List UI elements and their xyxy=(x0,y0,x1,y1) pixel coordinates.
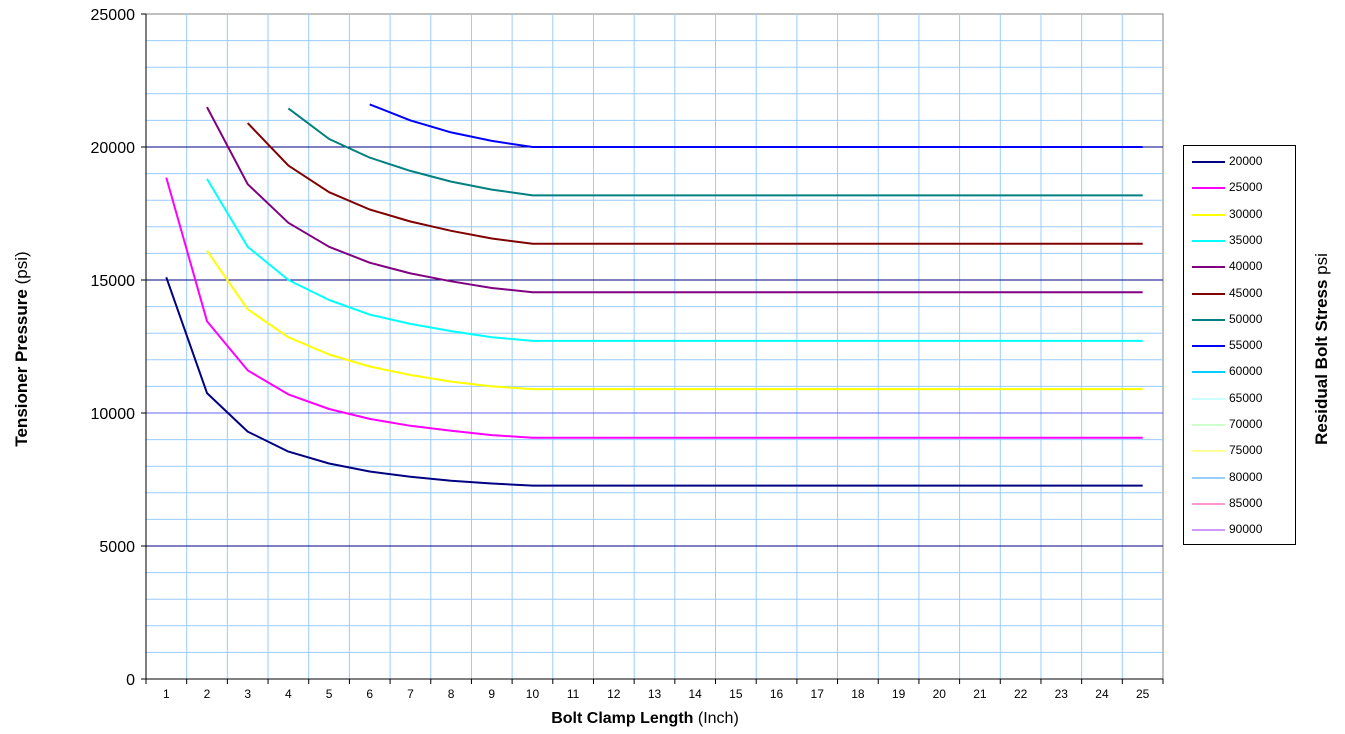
x-tick-labels: 1 2 3 4 5 6 7 8 9 10 11 12 13 14 15 16 17 18 19 20 21 22 23 24 2… xyxy=(163,687,1150,701)
legend-item-70000: 70000 xyxy=(1184,413,1297,437)
x-tick-label: 14 xyxy=(689,687,703,701)
legend-label: 20000 xyxy=(1229,154,1263,168)
grid-lines xyxy=(146,14,1163,679)
legend-item-30000: 30000 xyxy=(1184,203,1297,227)
legend-swatch xyxy=(1192,476,1225,479)
legend-item-20000: 20000 xyxy=(1184,150,1297,174)
x-tick-label: 13 xyxy=(648,687,662,701)
legend-label: 45000 xyxy=(1229,285,1263,300)
legend-label: 80000 xyxy=(1229,469,1263,484)
x-tick-label: 20 xyxy=(933,687,947,701)
legend-item-50000: 50000 xyxy=(1184,308,1297,332)
series-line-20000 xyxy=(165,276,1143,487)
x-tick-label: 6 xyxy=(366,687,373,701)
legend-label: 55000 xyxy=(1229,338,1263,353)
legend-label: 25000 xyxy=(1229,180,1263,195)
legend-item-75000: 75000 xyxy=(1184,439,1297,463)
legend-swatch xyxy=(1192,371,1225,374)
y-tick-label: 0 xyxy=(126,672,135,689)
legend-item-60000: 60000 xyxy=(1184,360,1297,384)
y-tick-label: 25000 xyxy=(91,7,136,24)
y-tick-label: 15000 xyxy=(91,273,136,290)
legend-swatch xyxy=(1192,450,1225,453)
legend: 20000 25000 30000 35000 40000 45000 50000 55000… xyxy=(1183,145,1296,545)
series-line-25000 xyxy=(165,177,1143,439)
x-tick-label: 16 xyxy=(770,687,784,701)
y-tick-label: 5000 xyxy=(99,539,135,556)
legend-swatch xyxy=(1192,424,1225,426)
series-line-50000 xyxy=(287,107,1143,197)
x-tick-label: 7 xyxy=(407,687,414,701)
legend-swatch xyxy=(1192,161,1225,163)
y-tick-label: 10000 xyxy=(91,406,136,423)
x-tick-label: 19 xyxy=(892,687,906,701)
legend-item-40000: 40000 xyxy=(1184,255,1297,279)
legend-swatch xyxy=(1192,397,1225,400)
legend-label: 75000 xyxy=(1229,443,1263,458)
legend-item-45000: 45000 xyxy=(1184,282,1297,306)
legend-swatch xyxy=(1192,239,1225,242)
legend-label: 90000 xyxy=(1229,522,1263,537)
plot-area xyxy=(145,13,1164,680)
x-tick-label: 12 xyxy=(607,687,621,701)
legend-label: 70000 xyxy=(1229,417,1263,431)
legend-item-35000: 35000 xyxy=(1184,229,1297,253)
x-tick-label: 22 xyxy=(1014,687,1028,701)
x-tick-label: 1 xyxy=(163,687,170,701)
legend-label: 30000 xyxy=(1229,206,1263,221)
legend-swatch xyxy=(1192,266,1225,269)
legend-label: 50000 xyxy=(1229,311,1263,326)
legend-label: 85000 xyxy=(1229,495,1263,510)
legend-swatch xyxy=(1192,502,1225,505)
x-tick-label: 11 xyxy=(567,687,580,701)
legend-item-65000: 65000 xyxy=(1184,387,1297,411)
legend-swatch xyxy=(1192,187,1225,190)
x-tick-label: 9 xyxy=(488,687,495,701)
y-tick-label: 20000 xyxy=(91,140,136,157)
x-tick-label: 3 xyxy=(244,687,251,701)
legend-swatch xyxy=(1192,292,1225,295)
legend-label: 40000 xyxy=(1229,259,1263,274)
series-line-35000 xyxy=(206,178,1143,342)
legend-swatch xyxy=(1192,318,1225,321)
legend-swatch xyxy=(1192,529,1225,532)
legend-item-85000: 85000 xyxy=(1184,492,1297,516)
legend-label: 65000 xyxy=(1229,390,1263,405)
legend-item-80000: 80000 xyxy=(1184,466,1297,490)
legend-swatch xyxy=(1192,345,1225,348)
legend-item-25000: 25000 xyxy=(1184,176,1297,200)
y-tick-labels: 0 5000 10000 15000 20000 25000 xyxy=(91,7,136,689)
series-line-45000 xyxy=(246,122,1143,245)
x-tick-label: 23 xyxy=(1055,687,1069,701)
legend-item-55000: 55000 xyxy=(1184,334,1297,358)
x-tick-label: 15 xyxy=(729,687,743,701)
x-tick-label: 21 xyxy=(973,687,987,701)
x-tick-label: 2 xyxy=(204,687,211,701)
x-tick-label: 25 xyxy=(1136,687,1150,701)
x-tick-label: 24 xyxy=(1095,687,1109,701)
x-tick-label: 17 xyxy=(811,687,825,701)
series-line-30000 xyxy=(206,250,1143,391)
legend-label: 35000 xyxy=(1229,232,1263,247)
legend-label: 60000 xyxy=(1229,364,1263,379)
axes xyxy=(141,13,1164,684)
series-line-40000 xyxy=(206,106,1143,294)
x-tick-label: 10 xyxy=(526,687,540,701)
series-lines xyxy=(165,103,1143,487)
x-tick-label: 8 xyxy=(448,687,455,701)
series-line-55000 xyxy=(369,103,1143,148)
legend-swatch xyxy=(1192,213,1225,216)
x-tick-label: 4 xyxy=(285,687,292,701)
x-tick-label: 5 xyxy=(326,687,333,701)
x-tick-label: 18 xyxy=(851,687,865,701)
legend-item-90000: 90000 xyxy=(1184,518,1297,542)
